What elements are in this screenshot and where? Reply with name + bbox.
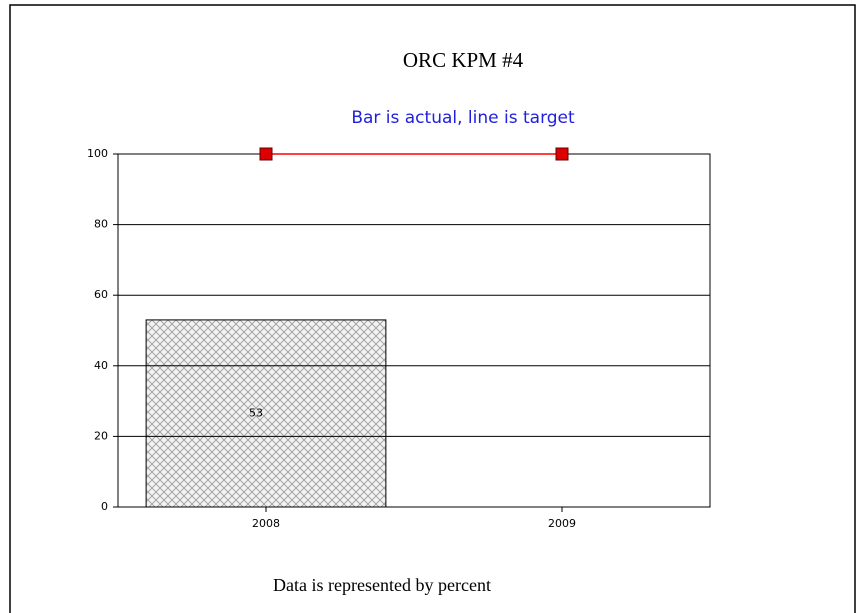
data-label: 53 — [249, 406, 263, 419]
y-tick-label: 40 — [94, 359, 108, 372]
target-marker — [259, 147, 273, 161]
y-tick-label: 100 — [87, 147, 108, 160]
x-tick-label: 2009 — [548, 517, 576, 530]
chart-title: ORC KPM #4 — [403, 48, 524, 72]
y-tick-label: 60 — [94, 288, 108, 301]
bar — [145, 319, 387, 508]
x-tick-label: 2008 — [252, 517, 280, 530]
frame — [9, 4, 856, 613]
y-tick-label: 0 — [101, 500, 108, 513]
y-tick-label: 20 — [94, 429, 108, 442]
target-marker — [555, 147, 569, 161]
chart-subtitle: Bar is actual, line is target — [351, 108, 575, 128]
y-tick-label: 80 — [94, 218, 108, 231]
footer-note: Data is represented by percent — [273, 575, 491, 595]
